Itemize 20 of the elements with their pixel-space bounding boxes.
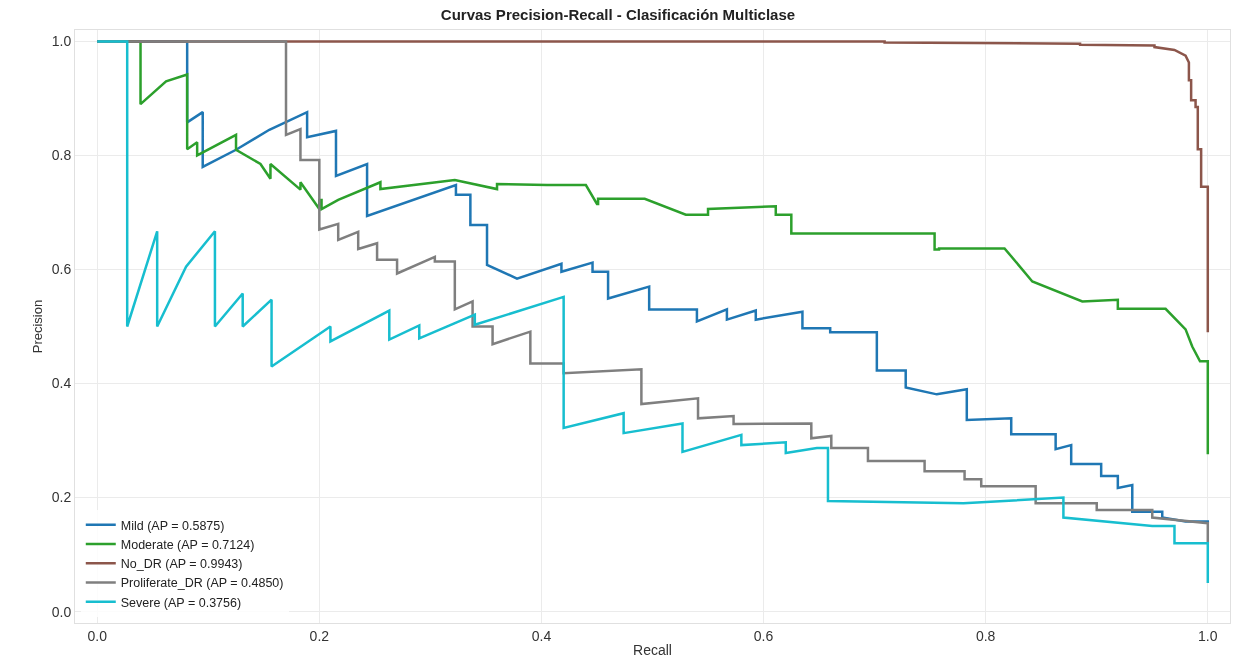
x-tick-label: 0.6 xyxy=(753,627,774,644)
chart-title: Curvas Precision-Recall - Clasificación Multiclase xyxy=(440,6,796,24)
legend-label: Mild (AP = 0.5875) xyxy=(120,518,225,533)
y-tick-label: 0.6 xyxy=(51,261,72,278)
y-tick-label: 0.4 xyxy=(51,375,72,392)
x-axis-title: Recall xyxy=(633,642,672,659)
x-tick-label: 0.8 xyxy=(975,627,996,644)
legend-label: No_DR (AP = 0.9943) xyxy=(120,557,243,572)
y-tick-label: 0.0 xyxy=(51,603,72,620)
x-tick-label: 0.4 xyxy=(531,627,552,644)
legend-label: Severe (AP = 0.3756) xyxy=(120,595,242,610)
legend-label: Moderate (AP = 0.7124) xyxy=(120,537,255,552)
y-tick-label: 0.2 xyxy=(51,489,72,506)
y-tick-label: 0.8 xyxy=(51,147,72,164)
legend-label: Proliferate_DR (AP = 0.4850) xyxy=(120,576,284,591)
y-axis-title: Precision xyxy=(29,299,45,354)
x-tick-label: 0.2 xyxy=(309,627,330,644)
x-tick-label: 1.0 xyxy=(1198,627,1218,644)
y-tick-label: 1.0 xyxy=(51,33,72,50)
x-tick-label: 0.0 xyxy=(87,627,108,644)
